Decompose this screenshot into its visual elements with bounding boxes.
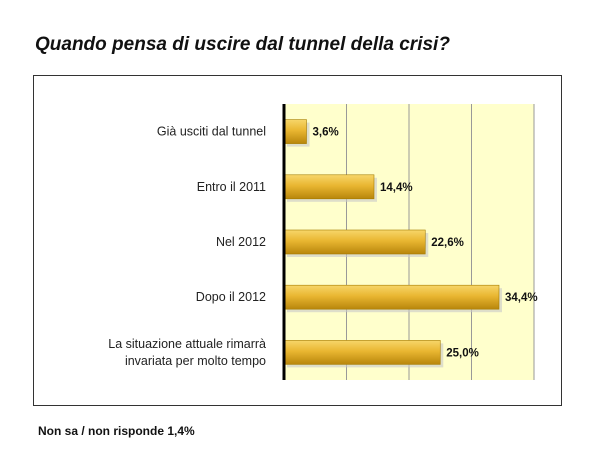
category-label: La situazione attuale rimarrà invariata p… (108, 337, 266, 368)
category-label: Entro il 2011 (197, 180, 266, 194)
data-label: 25,0% (446, 347, 479, 359)
bar (283, 340, 441, 365)
data-label: 22,6% (431, 237, 464, 249)
data-label: 34,4% (505, 292, 538, 304)
bar (283, 119, 307, 144)
category-label: Già usciti dal tunnel (157, 125, 266, 139)
data-label: 14,4% (380, 182, 413, 194)
bar (283, 174, 375, 200)
data-label: 3,6% (313, 127, 339, 139)
category-label: Dopo il 2012 (196, 290, 266, 304)
chart-title: Quando pensa di uscire dal tunnel della … (35, 34, 450, 55)
footnote: Non sa / non risponde 1,4% (38, 424, 195, 438)
bar (283, 284, 500, 310)
category-label: Nel 2012 (216, 235, 266, 249)
bar (283, 229, 426, 255)
